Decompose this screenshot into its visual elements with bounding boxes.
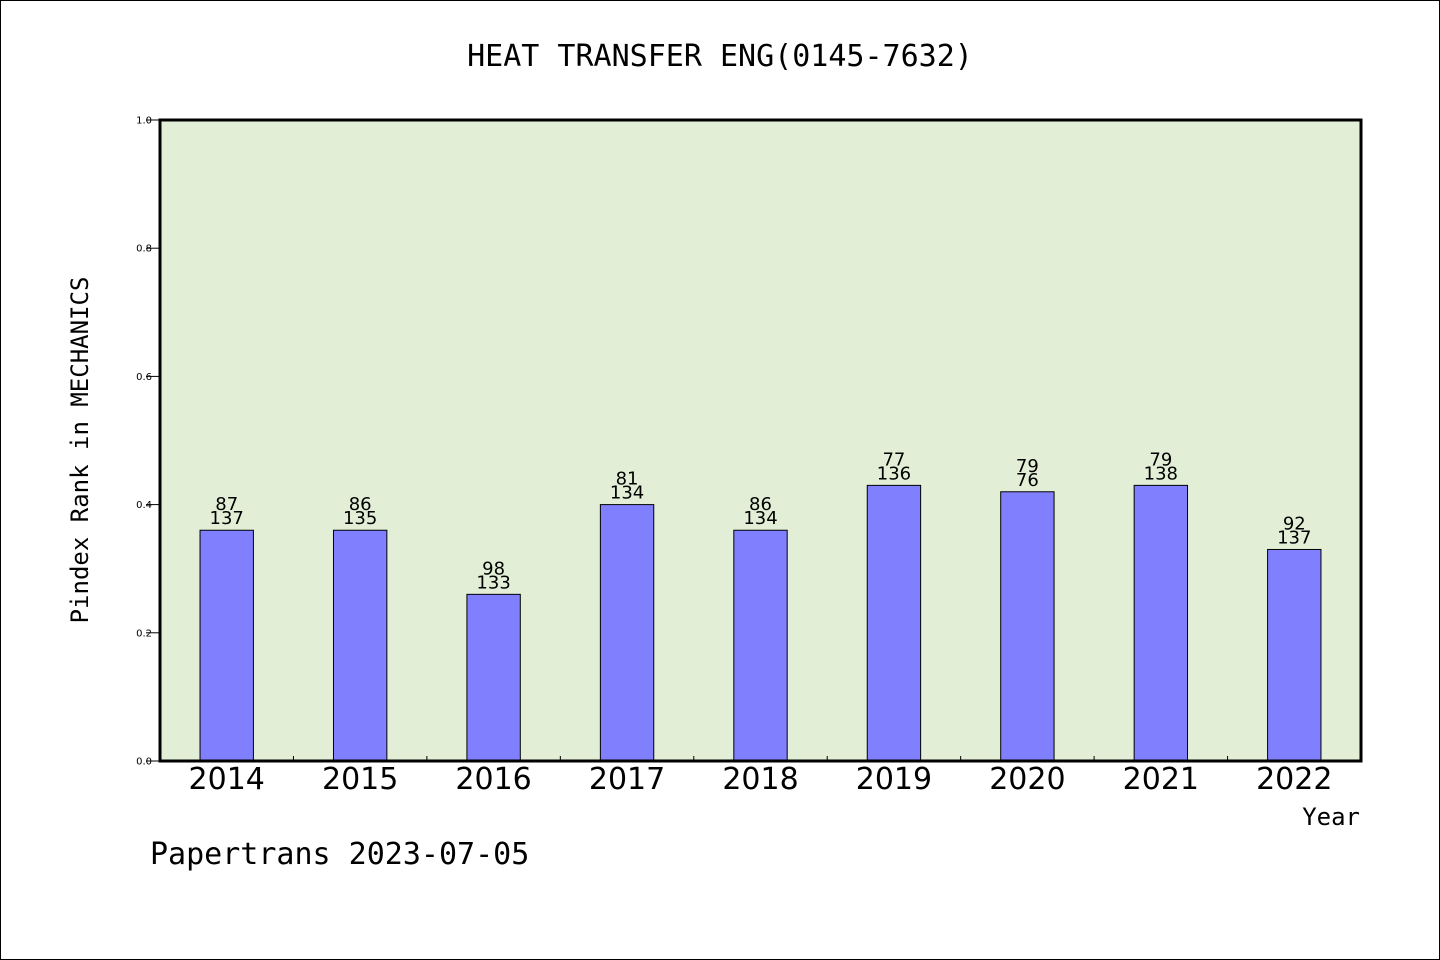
bar-2022 bbox=[1267, 548, 1322, 762]
x-tick-label-2020: 2020 bbox=[989, 762, 1065, 797]
total-label-2015: 135 bbox=[343, 508, 377, 529]
rank-label-2018: 86 bbox=[749, 494, 772, 515]
total-label-2022: 137 bbox=[1277, 527, 1311, 548]
y-tick-label: 1.0 bbox=[136, 116, 152, 127]
bar-2018 bbox=[733, 529, 788, 762]
total-label-2020: 76 bbox=[1016, 470, 1039, 491]
rank-label-2017: 81 bbox=[616, 469, 639, 490]
rank-label-2014: 87 bbox=[215, 494, 238, 515]
rank-label-2022: 92 bbox=[1283, 513, 1306, 534]
x-tick-label-2014: 2014 bbox=[189, 762, 265, 797]
bars-layer bbox=[199, 484, 1322, 762]
plot-border bbox=[158, 118, 1363, 763]
footer-source-date: Papertrans 2023-07-05 bbox=[150, 837, 529, 872]
x-tick-label-2015: 2015 bbox=[322, 762, 398, 797]
x-tick-label-2016: 2016 bbox=[455, 762, 531, 797]
rank-label-2016: 98 bbox=[482, 558, 505, 579]
rank-label-2021: 79 bbox=[1149, 449, 1172, 470]
rank-label-2015: 86 bbox=[349, 494, 372, 515]
x-tick-label-2017: 2017 bbox=[589, 762, 665, 797]
y-tick-label: 0.6 bbox=[136, 372, 152, 383]
bar-2015 bbox=[332, 529, 388, 762]
bar-2019 bbox=[866, 484, 922, 762]
total-label-2014: 137 bbox=[210, 508, 244, 529]
rank-label-2020: 79 bbox=[1016, 456, 1039, 477]
bar-2017 bbox=[599, 504, 655, 762]
x-tick-label-2021: 2021 bbox=[1123, 762, 1199, 797]
bar-2016 bbox=[466, 593, 521, 762]
total-label-2017: 134 bbox=[610, 483, 644, 504]
x-tick-label-2019: 2019 bbox=[856, 762, 932, 797]
x-axis-label: Year bbox=[1302, 803, 1360, 831]
y-tick-label: 0.0 bbox=[136, 757, 152, 768]
total-label-2019: 136 bbox=[877, 463, 911, 484]
bar-2014 bbox=[199, 529, 254, 762]
x-tick-label-2018: 2018 bbox=[722, 762, 798, 797]
y-axis-label: Pindex Rank in MECHANICS bbox=[66, 277, 94, 624]
total-label-2021: 138 bbox=[1144, 463, 1178, 484]
rank-label-2019: 77 bbox=[882, 449, 905, 470]
x-tick-label-2022: 2022 bbox=[1256, 762, 1332, 797]
bar-2020 bbox=[1000, 491, 1055, 762]
y-axis: 0.0 0.2 0.4 0.6 0.8 1.0 bbox=[136, 116, 160, 768]
total-label-2018: 134 bbox=[743, 508, 777, 529]
bar-2021 bbox=[1133, 484, 1189, 762]
y-tick-label: 0.2 bbox=[136, 628, 152, 639]
total-label-2016: 133 bbox=[476, 572, 510, 593]
y-tick-label: 0.8 bbox=[136, 244, 152, 255]
x-axis: 2014 2015 2016 2017 2018 2019 2020 2021 2022 bbox=[189, 756, 1332, 797]
y-tick-label: 0.4 bbox=[136, 500, 152, 511]
chart-title: HEAT TRANSFER ENG(0145-7632) bbox=[467, 39, 973, 74]
